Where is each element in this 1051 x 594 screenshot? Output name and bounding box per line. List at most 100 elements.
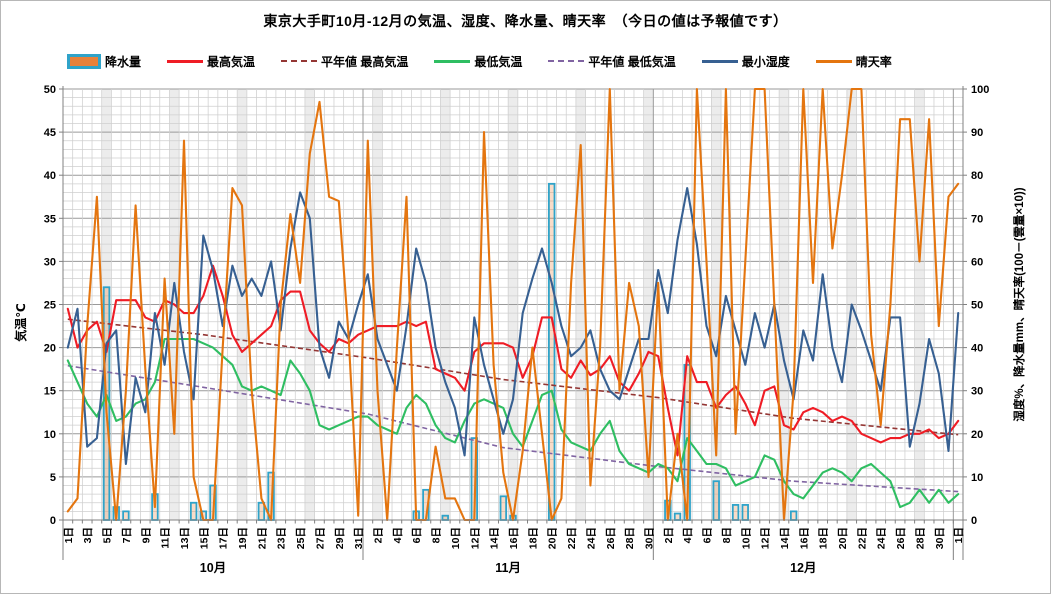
svg-text:10日: 10日 (740, 527, 752, 549)
svg-text:27日: 27日 (314, 527, 326, 549)
svg-text:0: 0 (50, 515, 56, 527)
axes (59, 86, 967, 560)
svg-text:14日: 14日 (779, 527, 791, 549)
legend-label-clear-rate: 晴天率 (855, 54, 892, 69)
svg-text:23日: 23日 (276, 527, 288, 549)
svg-text:10日: 10日 (450, 527, 462, 549)
legend-item-normal-min: 平年値 最低気温 (548, 53, 676, 70)
legend-item-precipitation: 降水量 (67, 53, 141, 70)
svg-text:18日: 18日 (527, 527, 539, 549)
svg-text:60: 60 (971, 256, 983, 268)
svg-text:25: 25 (44, 300, 56, 312)
svg-text:90: 90 (971, 127, 983, 139)
svg-text:19日: 19日 (237, 527, 249, 549)
svg-text:10: 10 (44, 429, 56, 441)
svg-text:31日: 31日 (353, 527, 365, 549)
legend-item-clear-rate: 晴天率 (815, 53, 892, 70)
right-axis-title: 湿度%、降水量mm、晴天率(100－(雲量×10)) (1012, 187, 1026, 421)
svg-text:21日: 21日 (256, 527, 268, 549)
svg-text:2日: 2日 (663, 527, 675, 543)
legend-label-normal-min: 平年値 最低気温 (588, 54, 676, 69)
series-normal-min-line (67, 364, 959, 493)
legend-item-max-temp: 最高気温 (167, 53, 255, 70)
svg-text:30: 30 (44, 256, 56, 268)
svg-text:5: 5 (50, 472, 56, 484)
svg-text:13日: 13日 (179, 527, 191, 549)
legend-item-min-humidity: 最小湿度 (701, 53, 790, 70)
svg-text:8日: 8日 (431, 527, 443, 543)
svg-text:30日: 30日 (934, 527, 946, 549)
legend-label-normal-max: 平年値 最高気温 (321, 54, 409, 69)
legend-marker-min-humidity (701, 59, 738, 63)
svg-text:28日: 28日 (624, 527, 636, 549)
svg-text:20日: 20日 (837, 527, 849, 549)
svg-text:50: 50 (44, 84, 56, 96)
svg-text:70: 70 (971, 213, 983, 225)
svg-text:6日: 6日 (702, 527, 714, 543)
svg-text:12日: 12日 (469, 527, 481, 549)
svg-text:16日: 16日 (508, 527, 520, 549)
svg-text:17日: 17日 (218, 527, 230, 549)
svg-text:1日: 1日 (953, 527, 965, 543)
svg-text:28日: 28日 (914, 527, 926, 549)
svg-text:16日: 16日 (798, 527, 810, 549)
legend-marker-normal-max (281, 60, 318, 62)
svg-text:80: 80 (971, 170, 983, 182)
legend-item-normal-max: 平年値 最高気温 (281, 53, 408, 70)
legend-marker-precipitation-icon (67, 53, 101, 69)
legend-marker-min-temp (434, 59, 471, 63)
svg-text:20: 20 (44, 343, 56, 355)
chart-legend: 降水量 最高気温 平年値 最高気温 最低気温 平年値 最低気温 最小湿度 晴天率 (67, 51, 997, 71)
svg-text:3日: 3日 (82, 527, 94, 543)
svg-text:40: 40 (971, 343, 983, 355)
series-max-temp-line (66, 264, 960, 457)
svg-text:35: 35 (44, 213, 56, 225)
svg-text:24日: 24日 (585, 527, 597, 549)
svg-text:11月: 11月 (495, 561, 521, 575)
svg-text:22日: 22日 (856, 527, 868, 549)
svg-text:50: 50 (971, 300, 983, 312)
svg-text:15: 15 (44, 386, 56, 398)
legend-marker-clear-rate (815, 59, 852, 63)
legend-marker-max-temp (167, 59, 204, 63)
svg-text:2日: 2日 (373, 527, 385, 543)
axis-labels: 0 5 10 15 20 25 30 35 40 45 50 0 10 20 30 40 50 60 70 80 90 1… (13, 84, 1026, 575)
svg-text:12日: 12日 (760, 527, 772, 549)
svg-text:0: 0 (971, 515, 977, 527)
svg-text:18日: 18日 (818, 527, 830, 549)
legend-label-max-temp: 最高気温 (207, 54, 256, 69)
chart-title: 東京大手町10月-12月の気温、湿度、降水量、晴天率 （今日の値は予報値です） (263, 13, 788, 29)
legend-item-min-temp: 最低気温 (434, 53, 522, 70)
svg-text:20: 20 (971, 429, 983, 441)
svg-text:20日: 20日 (547, 527, 559, 549)
svg-text:26日: 26日 (895, 527, 907, 549)
svg-text:40: 40 (44, 170, 56, 182)
svg-text:9日: 9日 (140, 527, 152, 543)
svg-text:25日: 25日 (295, 527, 307, 549)
svg-text:4日: 4日 (392, 527, 404, 543)
legend-label-precipitation: 降水量 (105, 54, 142, 69)
legend-marker-normal-min (548, 60, 585, 62)
svg-text:11日: 11日 (160, 527, 172, 549)
svg-text:8日: 8日 (721, 527, 733, 543)
series-min-temp-line (66, 337, 960, 509)
svg-text:10: 10 (971, 472, 983, 484)
series-min-humidity-line (66, 187, 960, 466)
svg-text:12月: 12月 (790, 561, 816, 575)
svg-text:14日: 14日 (489, 527, 501, 549)
svg-text:22日: 22日 (566, 527, 578, 549)
svg-text:15日: 15日 (198, 527, 210, 549)
svg-text:4日: 4日 (682, 527, 694, 543)
svg-text:29日: 29日 (334, 527, 346, 549)
svg-text:100: 100 (971, 84, 989, 96)
svg-text:45: 45 (44, 127, 56, 139)
left-axis-title: 気温℃ (13, 303, 28, 342)
svg-text:1日: 1日 (63, 527, 75, 543)
svg-text:30日: 30日 (643, 527, 655, 549)
svg-text:6日: 6日 (411, 527, 423, 543)
svg-text:26日: 26日 (605, 527, 617, 549)
svg-text:10月: 10月 (200, 561, 226, 575)
series-normal-max-line (67, 318, 959, 436)
